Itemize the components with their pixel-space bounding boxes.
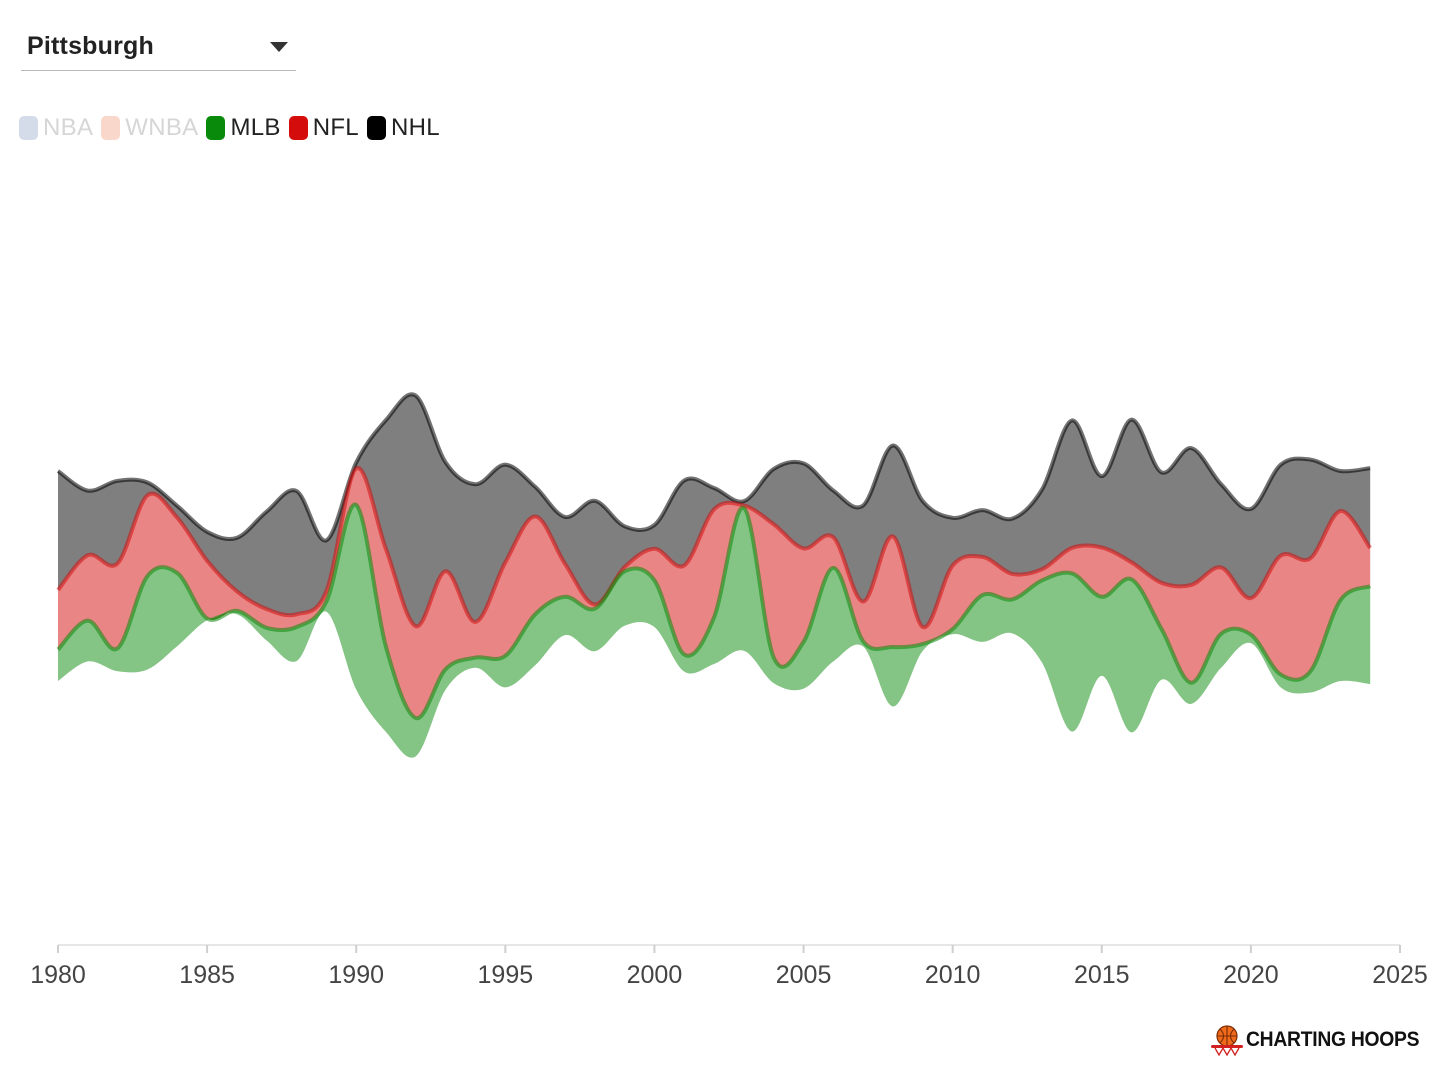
legend-swatch (101, 116, 121, 140)
legend-label: NHL (390, 114, 440, 141)
stream-edge-mlb (56, 502, 1372, 720)
legend-swatch (19, 116, 38, 140)
x-tick-label: 2000 (627, 961, 683, 989)
x-axis: 1980 1985 1990 1995 2000 2005 2010 2015 2020 2025 (30, 945, 1428, 989)
x-tick-label: 1995 (478, 961, 534, 989)
stream-layers (56, 392, 1372, 758)
city-dropdown[interactable]: Pittsburgh (21, 24, 296, 71)
legend: NBA WNBA MLB NFL NHL (19, 112, 448, 144)
brand-name: CHARTING HOOPS (1245, 1028, 1420, 1051)
legend-item-mlb[interactable]: MLB (206, 114, 280, 142)
legend-item-nhl[interactable]: NHL (366, 114, 440, 142)
basketball-hoop-icon (1210, 1025, 1243, 1056)
stream-edge-nhl (56, 392, 1371, 543)
legend-label: NBA (43, 114, 94, 141)
x-tick-label: 1980 (30, 961, 86, 989)
legend-item-nba[interactable]: NBA (19, 114, 93, 142)
stream-edge-nfl (56, 466, 1372, 630)
legend-swatch (366, 116, 386, 140)
city-dropdown-value: Pittsburgh (27, 32, 154, 60)
chevron-down-icon[interactable] (270, 42, 288, 52)
legend-label: MLB (230, 114, 281, 141)
x-tick-label: 1990 (328, 961, 384, 989)
x-tick-label: 2005 (776, 961, 832, 989)
x-tick-label: 2010 (925, 961, 981, 989)
x-tick-label: 1985 (179, 961, 235, 989)
legend-item-wnba[interactable]: WNBA (101, 114, 198, 142)
brand-logo: CHARTING HOOPS (1208, 1024, 1434, 1056)
legend-item-nfl[interactable]: NFL (288, 114, 359, 142)
legend-swatch (288, 116, 308, 140)
legend-swatch (206, 116, 226, 140)
x-tick-label: 2025 (1372, 961, 1428, 989)
x-tick-label: 2020 (1223, 961, 1279, 989)
legend-label: NFL (312, 114, 359, 141)
stream-area-mlb[interactable] (58, 504, 1371, 758)
x-tick-label: 2015 (1074, 961, 1130, 989)
legend-label: WNBA (125, 114, 199, 141)
stream-area-nfl[interactable] (58, 467, 1371, 719)
